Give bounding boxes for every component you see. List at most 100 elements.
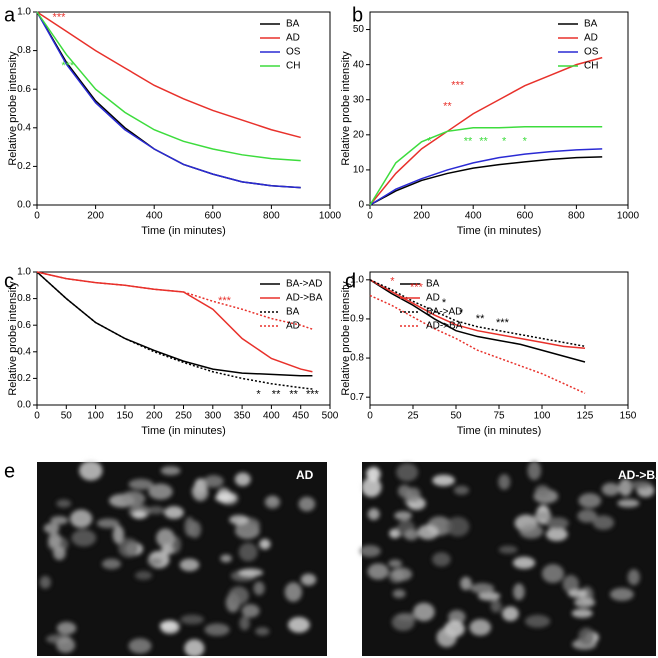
series-line	[369, 279, 586, 348]
legend-label: BA	[286, 19, 300, 30]
cell	[512, 556, 536, 569]
legend-label: BA->AD	[286, 279, 322, 290]
cell	[627, 569, 640, 586]
x-tick-label: 600	[204, 211, 221, 222]
cell	[284, 582, 303, 602]
x-tick-label: 50	[450, 411, 462, 422]
series-line	[369, 156, 603, 206]
legend-label: AD	[286, 33, 300, 44]
cell	[392, 589, 406, 599]
x-tick-label: 50	[61, 411, 73, 422]
cell	[567, 589, 588, 598]
cell	[241, 604, 260, 618]
y-tick-label: 40	[353, 59, 365, 70]
cell	[43, 522, 60, 534]
cell	[255, 627, 270, 636]
cell	[446, 516, 470, 537]
y-axis-label: Relative probe intensity	[7, 281, 19, 396]
cell	[147, 505, 165, 515]
legend-label: BA	[584, 19, 598, 30]
cell	[69, 509, 93, 528]
y-tick-label: 0.8	[350, 353, 364, 364]
cell	[527, 460, 542, 481]
y-tick-label: 0.9	[350, 314, 364, 325]
cell	[128, 638, 152, 654]
cell	[388, 559, 403, 568]
annotation: ***	[496, 317, 510, 329]
cell	[502, 606, 519, 622]
cell	[79, 460, 103, 481]
x-axis-label: Time (in minutes)	[457, 425, 542, 437]
series-line	[36, 271, 313, 377]
legend-label: BA	[426, 279, 440, 290]
legend-label: OS	[584, 47, 599, 58]
y-axis-label: Relative probe intensity	[7, 51, 19, 166]
cell	[361, 477, 382, 498]
cell	[298, 496, 316, 512]
cell	[541, 564, 564, 584]
cell	[228, 586, 250, 605]
cell	[234, 472, 251, 487]
y-tick-label: 20	[353, 129, 365, 140]
cell	[259, 538, 271, 550]
legend-label: BA	[286, 307, 300, 318]
plot-frame	[369, 271, 629, 406]
x-tick-label: 200	[146, 411, 163, 422]
x-axis-label: Time (in minutes)	[457, 225, 542, 237]
x-axis-label: Time (in minutes)	[141, 425, 226, 437]
cell	[413, 602, 435, 622]
legend-label: AD	[426, 293, 440, 304]
y-tick-label: 0.4	[17, 346, 31, 357]
series-line	[36, 271, 313, 390]
legend-label: CH	[286, 61, 300, 72]
cell	[156, 528, 175, 548]
cell	[417, 524, 439, 540]
y-tick-label: 0	[358, 200, 364, 211]
panel-label: c	[4, 270, 14, 292]
x-tick-label: 400	[263, 411, 280, 422]
annotation: *	[523, 136, 528, 148]
cell	[436, 627, 457, 648]
y-tick-label: 50	[353, 24, 365, 35]
cell	[53, 546, 66, 561]
cell	[184, 516, 195, 537]
cell	[120, 490, 146, 507]
legend-label: CH	[584, 61, 598, 72]
cell	[577, 509, 598, 523]
annotation: **	[476, 313, 485, 325]
cell	[71, 529, 97, 547]
cell	[238, 568, 264, 577]
cell	[160, 466, 181, 476]
panel-label: a	[4, 4, 16, 26]
x-tick-label: 0	[367, 411, 373, 422]
x-tick-label: 150	[620, 411, 637, 422]
cell	[50, 515, 69, 525]
series-line	[36, 271, 313, 373]
cell	[367, 508, 380, 521]
cell	[184, 639, 205, 658]
y-tick-label: 0.8	[17, 45, 31, 56]
annotation: ***	[218, 295, 232, 307]
y-tick-label: 1.0	[17, 267, 31, 278]
series-line	[36, 271, 313, 330]
panel-label: e	[4, 460, 15, 482]
cell	[534, 484, 550, 499]
annotation: *	[459, 307, 464, 319]
cell	[220, 554, 232, 563]
cell	[470, 583, 495, 594]
cell	[192, 483, 209, 502]
cell	[56, 499, 72, 508]
cell	[56, 621, 77, 635]
cell	[396, 463, 419, 482]
series-line	[369, 279, 586, 350]
series-line	[36, 11, 301, 162]
annotation: ***	[61, 60, 75, 72]
y-tick-label: 0.6	[17, 84, 31, 95]
annotation: **	[289, 388, 298, 400]
panel-label: d	[345, 270, 356, 292]
x-tick-label: 0	[367, 211, 373, 222]
annotation: ***	[53, 12, 67, 24]
cell	[394, 511, 412, 521]
cell	[56, 637, 76, 654]
